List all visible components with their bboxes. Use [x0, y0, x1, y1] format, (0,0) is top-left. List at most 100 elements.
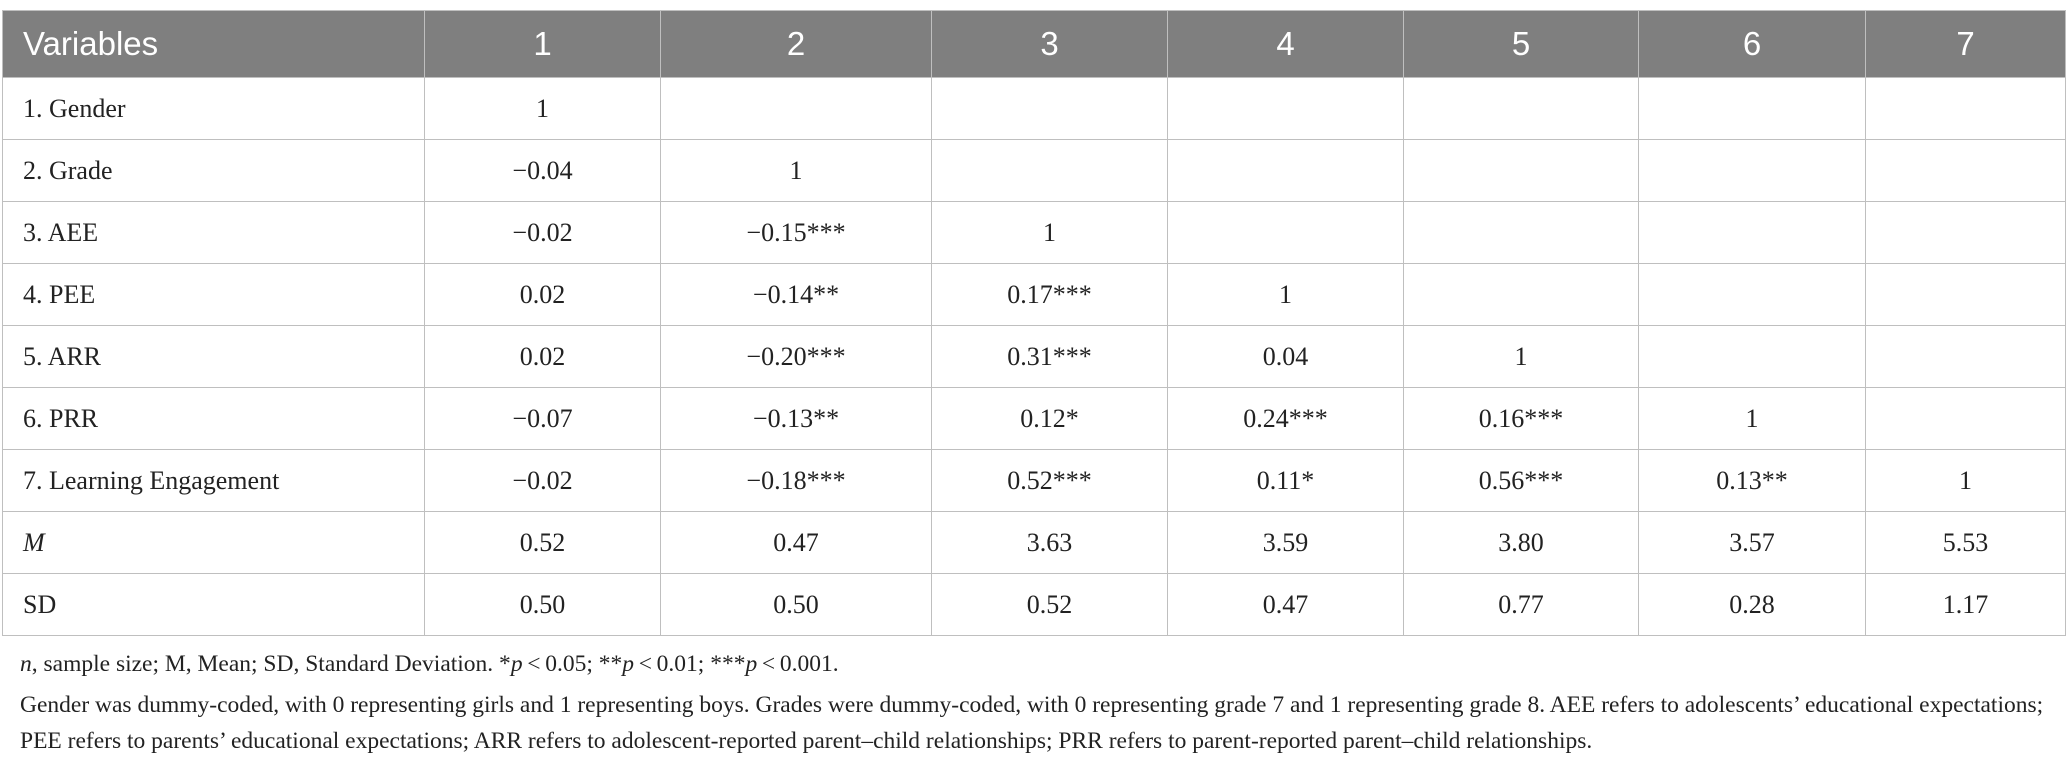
table-cell: 1: [1167, 263, 1404, 326]
empty-cell: [1865, 139, 2066, 202]
table-cell: 0.52***: [931, 449, 1168, 512]
table-cell: 0.17***: [931, 263, 1168, 326]
footnote-text: p: [510, 651, 523, 677]
table-row: 7. Learning Engagement −0.02 −0.18*** 0.52*…: [2, 449, 2066, 512]
header-row: Variables 1 2 3 4 5 6 7: [2, 10, 2066, 78]
table-row: 5. ARR 0.02 −0.20*** 0.31*** 0.04 1: [2, 325, 2066, 388]
table-cell: −0.07: [424, 387, 661, 450]
footnote-text: p: [622, 651, 635, 677]
table-cell: −0.15***: [660, 201, 932, 264]
empty-cell: [1865, 77, 2066, 140]
footnote-line: Gender was dummy-coded, with 0 represent…: [20, 692, 2044, 754]
table-cell: 0.52: [424, 511, 661, 574]
header-cell: 2: [660, 10, 932, 78]
table-cell: −0.13**: [660, 387, 932, 450]
empty-cell: [1865, 201, 2066, 264]
table-cell: 7. Learning Engagement: [2, 449, 425, 512]
table-cell: 1: [1865, 449, 2066, 512]
table-cell: 0.52: [931, 573, 1168, 636]
table-cell: 0.16***: [1403, 387, 1639, 450]
table-row: M 0.52 0.47 3.63 3.59 3.80 3.57 5.53: [2, 511, 2066, 574]
correlation-table: Variables 1 2 3 4 5 6 7 1. Gender 1 2. Grade −0.04…: [2, 10, 2066, 636]
empty-cell: [660, 77, 932, 140]
empty-cell: [1403, 139, 1639, 202]
empty-cell: [1403, 201, 1639, 264]
table-cell: 0.77: [1403, 573, 1639, 636]
empty-cell: [1865, 263, 2066, 326]
table-cell: M: [2, 511, 425, 574]
header-cell: 4: [1167, 10, 1404, 78]
header-cell: 3: [931, 10, 1168, 78]
table-row: 3. AEE −0.02 −0.15*** 1: [2, 201, 2066, 264]
header-cell: 1: [424, 10, 661, 78]
table-cell: 2. Grade: [2, 139, 425, 202]
empty-cell: [931, 139, 1168, 202]
table-cell: 0.50: [424, 573, 661, 636]
empty-cell: [1167, 77, 1404, 140]
table-cell: 3.59: [1167, 511, 1404, 574]
empty-cell: [1638, 325, 1866, 388]
table-cell: 0.31***: [931, 325, 1168, 388]
table-cell: 1: [660, 139, 932, 202]
footnote-line: n, sample size; M, Mean; SD, Standard De…: [20, 646, 2060, 682]
table-cell: 4. PEE: [2, 263, 425, 326]
table-cell: 5.53: [1865, 511, 2066, 574]
table-row: SD 0.50 0.50 0.52 0.47 0.77 0.28 1.17: [2, 573, 2066, 636]
table-cell: −0.02: [424, 449, 661, 512]
empty-cell: [1865, 325, 2066, 388]
footnote-text: , sample size; M, Mean; SD, Standard Dev…: [31, 651, 511, 677]
table-cell: SD: [2, 573, 425, 636]
empty-cell: [1403, 77, 1639, 140]
table-cell: 0.24***: [1167, 387, 1404, 450]
table-cell: 0.02: [424, 263, 661, 326]
table-cell: −0.20***: [660, 325, 932, 388]
empty-cell: [931, 77, 1168, 140]
footnote-text: < 0.001.: [757, 651, 839, 677]
table-cell: 1: [1638, 387, 1866, 450]
table-cell: 0.02: [424, 325, 661, 388]
table-cell: −0.04: [424, 139, 661, 202]
table-cell: 3.57: [1638, 511, 1866, 574]
footnote-text: < 0.01; ***: [634, 651, 746, 677]
table-cell: 1: [424, 77, 661, 140]
table-cell: −0.14**: [660, 263, 932, 326]
empty-cell: [1638, 139, 1866, 202]
empty-cell: [1167, 139, 1404, 202]
table-cell: 1: [931, 201, 1168, 264]
table-cell: 0.56***: [1403, 449, 1639, 512]
header-cell: 7: [1865, 10, 2066, 78]
table-row: 4. PEE 0.02 −0.14** 0.17*** 1: [2, 263, 2066, 326]
table-cell: 3.80: [1403, 511, 1639, 574]
footnotes: n, sample size; M, Mean; SD, Standard De…: [20, 646, 2060, 764]
table-cell: 0.04: [1167, 325, 1404, 388]
empty-cell: [1638, 77, 1866, 140]
empty-cell: [1167, 201, 1404, 264]
table-cell: −0.02: [424, 201, 661, 264]
table-cell: −0.18***: [660, 449, 932, 512]
table-body: 1. Gender 1 2. Grade −0.04 1 3. AEE −0.02 −0.15…: [2, 77, 2066, 636]
footnote-text: p: [745, 651, 758, 677]
empty-cell: [1403, 263, 1639, 326]
header-cell: 6: [1638, 10, 1866, 78]
table-cell: 3. AEE: [2, 201, 425, 264]
table-row: 2. Grade −0.04 1: [2, 139, 2066, 202]
table-cell: 0.47: [660, 511, 932, 574]
empty-cell: [1638, 201, 1866, 264]
table-cell: 1. Gender: [2, 77, 425, 140]
table-cell: 0.47: [1167, 573, 1404, 636]
table-cell: 6. PRR: [2, 387, 425, 450]
table-cell: 5. ARR: [2, 325, 425, 388]
table-row: 6. PRR −0.07 −0.13** 0.12* 0.24*** 0.16*** 1: [2, 387, 2066, 450]
header-cell: Variables: [2, 10, 425, 78]
table-cell: 0.13**: [1638, 449, 1866, 512]
empty-cell: [1638, 263, 1866, 326]
table-cell: 1.17: [1865, 573, 2066, 636]
table-row: 1. Gender 1: [2, 77, 2066, 140]
table-cell: 0.50: [660, 573, 932, 636]
footnote-text: n: [20, 651, 32, 677]
table-cell: 1: [1403, 325, 1639, 388]
table-cell: 3.63: [931, 511, 1168, 574]
header-cell: 5: [1403, 10, 1639, 78]
table-cell: 0.11*: [1167, 449, 1404, 512]
